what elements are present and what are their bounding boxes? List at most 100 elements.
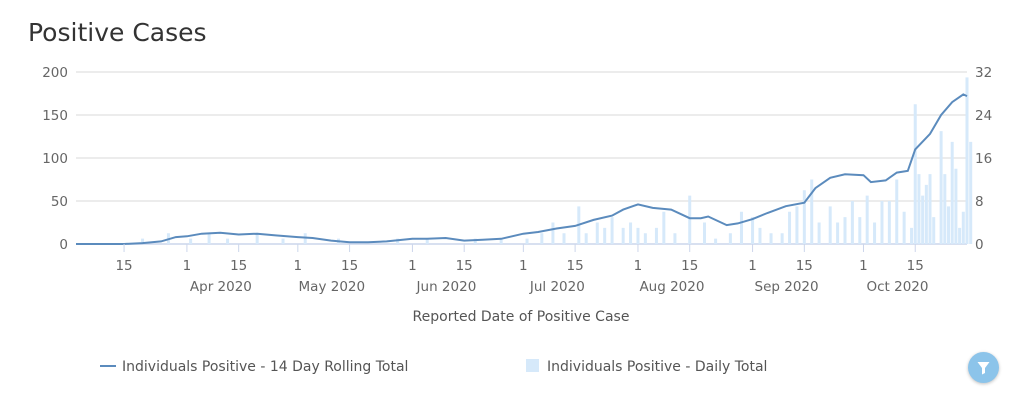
x-tick-label: 1	[294, 258, 303, 274]
daily-total-bar	[887, 201, 891, 244]
chart-title: Positive Cases	[28, 18, 207, 47]
x-month-label: Oct 2020	[866, 279, 928, 295]
x-tick-label: 1	[859, 258, 868, 274]
daily-total-bar	[939, 131, 943, 244]
legend-label-daily-total: Individuals Positive - Daily Total	[547, 359, 767, 375]
x-tick-label: 15	[456, 258, 473, 274]
daily-total-bar	[954, 168, 958, 244]
x-month-label: Jul 2020	[529, 279, 585, 295]
daily-total-bar	[780, 233, 784, 244]
x-axis-title: Reported Date of Positive Case	[413, 309, 630, 325]
daily-total-bar	[540, 233, 544, 244]
daily-total-bar	[714, 238, 718, 244]
y-right-tick-label: 24	[975, 108, 992, 124]
daily-total-bar	[189, 238, 193, 244]
daily-total-bar	[913, 104, 917, 244]
daily-total-bar	[255, 233, 259, 244]
daily-total-bar	[865, 195, 869, 244]
filter-icon	[977, 362, 990, 375]
daily-total-bar	[924, 184, 928, 244]
x-month-label: Jun 2020	[416, 279, 477, 295]
daily-total-bar	[551, 222, 555, 244]
series-line-rolling-total	[76, 93, 968, 245]
daily-total-bar	[751, 217, 755, 244]
filter-button[interactable]	[968, 352, 999, 383]
daily-total-bar	[739, 211, 743, 244]
daily-total-bar	[281, 238, 285, 244]
y-left-tick-label: 0	[59, 237, 68, 253]
daily-total-bar	[828, 206, 832, 244]
x-tick-label: 15	[230, 258, 247, 274]
daily-total-bar	[921, 195, 925, 244]
y-right-tick-label: 8	[975, 194, 984, 210]
daily-total-bar	[562, 233, 566, 244]
daily-total-bar	[662, 211, 666, 244]
daily-total-bar	[629, 222, 633, 244]
daily-total-bar	[425, 238, 429, 244]
daily-total-bar	[303, 233, 307, 244]
daily-total-bar	[795, 206, 799, 244]
y-left-tick-label: 50	[51, 194, 68, 210]
x-month-label: Aug 2020	[639, 279, 704, 295]
x-month-label: May 2020	[299, 279, 366, 295]
daily-total-bar	[932, 217, 936, 244]
daily-total-bar	[610, 217, 614, 244]
x-tick-label: 15	[341, 258, 358, 274]
daily-total-bar	[843, 217, 847, 244]
daily-total-bar	[858, 217, 862, 244]
daily-total-bar	[207, 233, 211, 244]
daily-total-bar	[817, 222, 821, 244]
daily-total-bar	[636, 227, 640, 244]
x-tick-label: 15	[796, 258, 813, 274]
daily-total-bar	[961, 211, 965, 244]
x-tick-label: 15	[115, 258, 132, 274]
y-right-tick-label: 0	[975, 237, 984, 253]
daily-total-bar	[728, 233, 732, 244]
y-left-tick-label: 200	[42, 65, 68, 81]
x-tick-label: 15	[681, 258, 698, 274]
daily-total-bar	[965, 77, 969, 244]
daily-total-bar	[141, 238, 145, 244]
y-right-tick-label: 16	[975, 151, 992, 167]
daily-total-bar	[654, 227, 658, 244]
y-left-tick-label: 100	[42, 151, 68, 167]
daily-total-bar	[603, 227, 607, 244]
daily-total-bar	[910, 227, 914, 244]
daily-total-bar	[584, 233, 588, 244]
daily-total-bar	[943, 174, 947, 244]
legend-item-daily-total[interactable]: Individuals Positive - Daily Total	[526, 359, 767, 375]
daily-total-bar	[473, 238, 477, 244]
x-month-label: Apr 2020	[190, 279, 252, 295]
x-tick-label: 1	[519, 258, 528, 274]
daily-total-bar	[688, 195, 692, 244]
daily-total-bar	[769, 233, 773, 244]
legend-label-rolling-total: Individuals Positive - 14 Day Rolling To…	[122, 359, 408, 375]
daily-total-bar	[226, 238, 230, 244]
daily-total-bar	[958, 227, 962, 244]
legend-bar-swatch	[526, 359, 539, 372]
daily-total-bar	[969, 141, 973, 244]
x-tick-label: 1	[748, 258, 757, 274]
x-month-label: Sep 2020	[755, 279, 819, 295]
x-tick-label: 15	[567, 258, 584, 274]
daily-total-bar	[880, 201, 884, 244]
daily-total-bar	[595, 222, 599, 244]
daily-total-bar	[673, 233, 677, 244]
daily-total-bar	[950, 141, 954, 244]
daily-total-bar	[499, 238, 503, 244]
y-left-tick-label: 150	[42, 108, 68, 124]
daily-total-bar	[525, 238, 529, 244]
legend-item-rolling-total[interactable]: Individuals Positive - 14 Day Rolling To…	[100, 359, 408, 375]
x-tick-label: 15	[907, 258, 924, 274]
daily-total-bar	[873, 222, 877, 244]
x-tick-label: 1	[408, 258, 417, 274]
daily-total-bar	[621, 227, 625, 244]
x-tick-label: 1	[183, 258, 192, 274]
daily-total-bar	[895, 179, 899, 244]
daily-total-bar	[850, 201, 854, 244]
daily-total-bar	[917, 174, 921, 244]
daily-total-bar	[703, 222, 707, 244]
daily-total-bar	[758, 227, 762, 244]
daily-total-bar	[802, 190, 806, 244]
